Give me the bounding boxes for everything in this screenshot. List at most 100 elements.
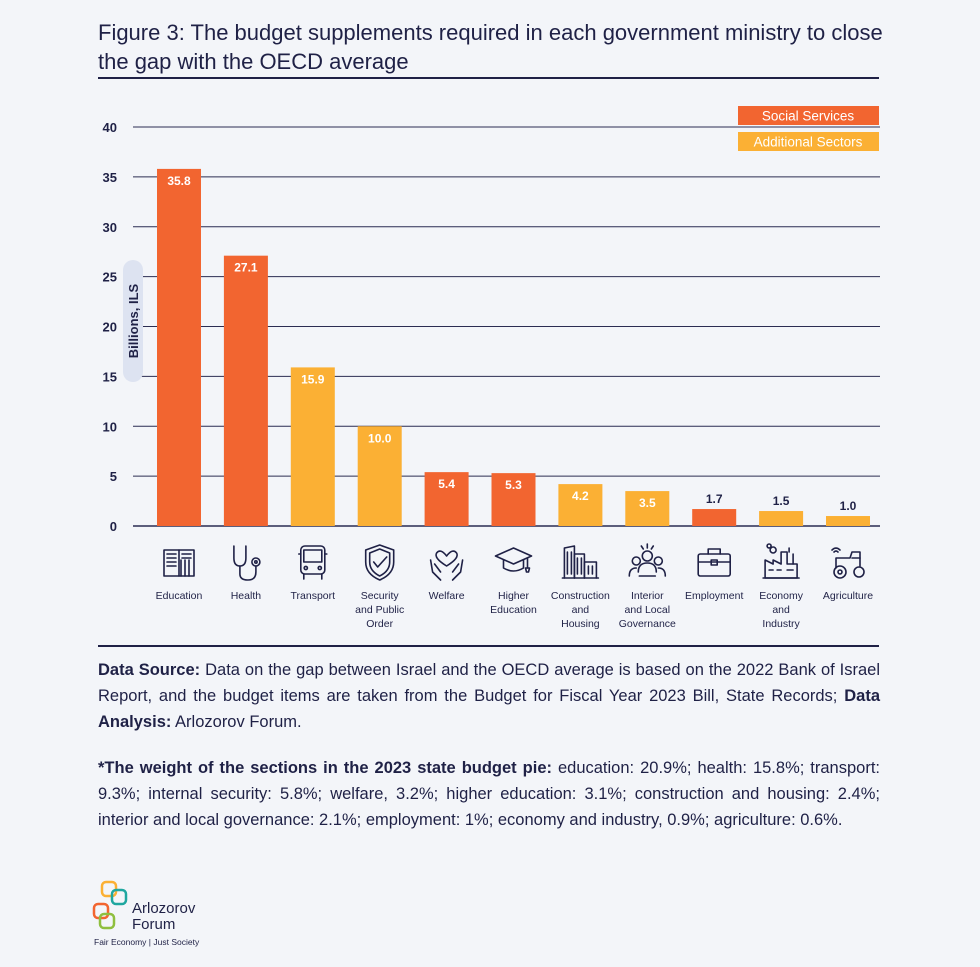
icon-stroke [835, 551, 861, 569]
category-label: and Local [625, 604, 671, 616]
icon-stroke [166, 553, 177, 567]
category-label: Education [156, 590, 203, 602]
category-label: Agriculture [823, 590, 873, 602]
bar-value-label: 1.7 [706, 492, 723, 506]
bar-value-label: 10.0 [368, 431, 392, 445]
y-tick-label: 20 [103, 320, 117, 335]
icon-stroke [831, 547, 841, 553]
icon-stroke [769, 546, 777, 554]
stethoscope-icon [233, 545, 261, 581]
icon-stroke [302, 573, 323, 580]
icon-stroke [494, 547, 533, 565]
y-tick-label: 15 [103, 369, 117, 384]
icon-stroke [641, 550, 654, 562]
category-label: Employment [685, 590, 743, 602]
data-analysis-label: Data Analysis: [98, 687, 880, 731]
bar [826, 516, 870, 526]
icon-stroke [631, 556, 642, 566]
bar [157, 168, 201, 526]
icon-stroke [178, 549, 195, 577]
y-tick-label: 40 [103, 120, 117, 135]
shield-check-icon [364, 544, 395, 581]
icon-stroke [181, 553, 192, 559]
category-label: Security [361, 590, 400, 602]
category-label: and [772, 604, 790, 616]
icon-stroke [653, 556, 664, 566]
title-divider [98, 77, 879, 79]
category-label: Economy [759, 590, 804, 602]
bar [692, 509, 737, 526]
icon-stroke [576, 557, 583, 575]
bar [424, 472, 469, 526]
data-source-label: Data Source: [98, 661, 201, 679]
book-icon [163, 549, 195, 577]
icon-stroke [833, 565, 847, 579]
chart-divider [98, 645, 879, 647]
category-label: Housing [561, 618, 600, 630]
icon-stroke [637, 562, 658, 573]
icon-stroke [451, 559, 464, 581]
category-label: and [572, 604, 590, 616]
icon-stroke [766, 543, 772, 549]
bar [625, 491, 670, 526]
icon-stroke [180, 559, 190, 577]
logo-tagline: Fair Economy | Just Society [94, 937, 200, 947]
y-tick-label: 35 [103, 170, 117, 185]
data-source-text: Data on the gap between Israel and the O… [98, 661, 880, 705]
logo-square [110, 888, 128, 906]
category-label: Higher [498, 590, 529, 602]
legend-swatch [738, 106, 879, 125]
icon-stroke [317, 565, 323, 571]
tractor-icon [831, 547, 865, 579]
data-analysis-text: Arlozorov Forum. [171, 713, 302, 731]
briefcase-icon [697, 548, 732, 577]
icon-stroke [435, 550, 458, 567]
icon-stroke [364, 544, 395, 581]
arlozorov-forum-logo: Arlozorov Forum Fair Economy | Just Soci… [92, 880, 252, 950]
icon-stroke [573, 553, 586, 579]
logo-name-line2: Forum [132, 916, 176, 933]
icon-stroke [253, 559, 258, 564]
icon-stroke [657, 567, 667, 577]
icon-stroke [583, 561, 598, 579]
logo-square [100, 880, 118, 898]
graduation-cap-icon [494, 547, 533, 573]
legend-swatch [738, 132, 879, 151]
bar [759, 511, 804, 526]
icon-stroke [710, 559, 719, 566]
data-source-note: Data Source: Data on the gap between Isr… [98, 657, 880, 735]
buildings-icon [561, 545, 600, 579]
bar-value-label: 15.9 [301, 372, 325, 386]
bar-value-label: 1.0 [840, 499, 857, 513]
factory-icon [762, 543, 800, 579]
logo-square [98, 912, 116, 930]
icon-stroke [853, 566, 865, 578]
bar-value-label: 4.2 [572, 489, 589, 503]
icon-stroke [251, 557, 261, 567]
logo-squares-icon [92, 880, 128, 930]
icon-stroke [239, 565, 257, 581]
category-label: Interior [631, 590, 664, 602]
bar-value-label: 1.5 [773, 494, 790, 508]
icon-stroke [233, 545, 247, 567]
icon-stroke [368, 548, 391, 577]
y-axis-label: Billions, ILS [126, 283, 141, 358]
icon-stroke [372, 556, 388, 568]
bar [290, 367, 335, 526]
icon-stroke [302, 549, 323, 563]
y-axis-label-pill [123, 260, 143, 382]
icon-stroke [433, 563, 442, 573]
bar-value-label: 27.1 [234, 261, 258, 275]
icon-stroke [628, 567, 638, 577]
category-label: Industry [762, 618, 800, 630]
icon-stroke [707, 548, 722, 555]
bar [558, 484, 603, 526]
budget-weight-label: *The weight of the sections in the 2023 … [98, 759, 552, 777]
category-label: and Public [355, 604, 404, 616]
icon-stroke [837, 569, 843, 575]
category-label: Governance [619, 618, 676, 630]
category-label: Health [231, 590, 262, 602]
y-tick-label: 30 [103, 220, 117, 235]
icon-stroke [697, 553, 732, 577]
icon-stroke [524, 567, 531, 573]
